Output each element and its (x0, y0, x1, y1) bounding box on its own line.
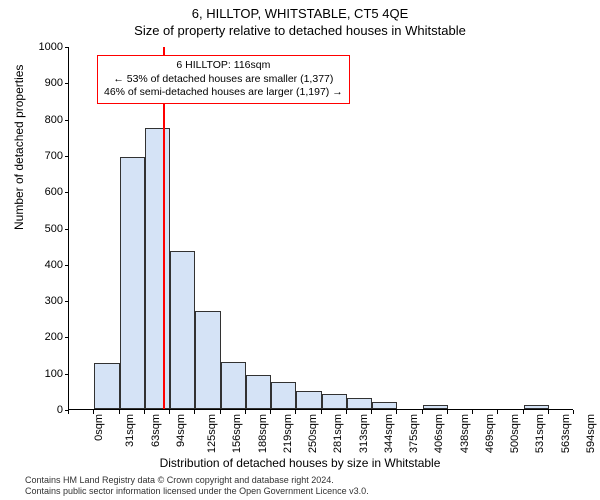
annotation-line: ← 53% of detached houses are smaller (1,… (104, 73, 343, 87)
x-tick-mark (573, 410, 574, 414)
x-tick-label: 313sqm (358, 414, 370, 453)
x-tick-mark (245, 410, 246, 414)
y-tick-mark (65, 374, 69, 375)
x-tick-mark (144, 410, 145, 414)
x-tick-label: 219sqm (282, 414, 294, 453)
x-axis-label: Distribution of detached houses by size … (0, 456, 600, 470)
x-tick-label: 31sqm (124, 414, 136, 447)
x-tick-mark (447, 410, 448, 414)
y-tick-label: 200 (28, 331, 63, 343)
y-tick-mark (65, 120, 69, 121)
x-tick-label: 94sqm (175, 414, 187, 447)
histogram-bar (145, 128, 170, 409)
y-tick-label: 700 (28, 150, 63, 162)
x-tick-label: 406sqm (433, 414, 445, 453)
histogram-bar (296, 391, 321, 409)
y-tick-label: 900 (28, 77, 63, 89)
y-axis-label: Number of detached properties (12, 65, 26, 230)
x-tick-label: 500sqm (509, 414, 521, 453)
x-tick-mark (523, 410, 524, 414)
y-tick-label: 0 (28, 404, 63, 416)
footer-attribution: Contains HM Land Registry data © Crown c… (25, 475, 369, 498)
property-annotation-box: 6 HILLTOP: 116sqm← 53% of detached house… (97, 55, 350, 104)
x-tick-label: 344sqm (383, 414, 395, 453)
x-tick-label: 250sqm (307, 414, 319, 453)
histogram-bar (170, 251, 195, 409)
x-tick-mark (93, 410, 94, 414)
histogram-bar (94, 363, 119, 409)
x-tick-mark (497, 410, 498, 414)
y-tick-mark (65, 83, 69, 84)
x-tick-label: 281sqm (332, 414, 344, 453)
histogram-bar (524, 405, 549, 409)
x-tick-mark (295, 410, 296, 414)
x-tick-mark (422, 410, 423, 414)
x-tick-label: 125sqm (206, 414, 218, 453)
y-tick-label: 400 (28, 259, 63, 271)
x-tick-label: 531sqm (534, 414, 546, 453)
histogram-plot: 6 HILLTOP: 116sqm← 53% of detached house… (68, 47, 573, 410)
histogram-bar (372, 402, 397, 409)
y-tick-mark (65, 192, 69, 193)
x-tick-mark (220, 410, 221, 414)
y-tick-label: 300 (28, 295, 63, 307)
histogram-bar (423, 405, 448, 409)
annotation-line: 6 HILLTOP: 116sqm (104, 59, 343, 73)
y-tick-mark (65, 47, 69, 48)
x-tick-mark (119, 410, 120, 414)
x-tick-mark (169, 410, 170, 414)
x-tick-label: 0sqm (93, 414, 105, 441)
title-subtitle: Size of property relative to detached ho… (0, 23, 600, 38)
y-tick-mark (65, 265, 69, 266)
chart-title-block: 6, HILLTOP, WHITSTABLE, CT5 4QE Size of … (0, 0, 600, 38)
chart-plot-area: 6 HILLTOP: 116sqm← 53% of detached house… (68, 47, 573, 410)
x-tick-mark (194, 410, 195, 414)
y-tick-label: 500 (28, 223, 63, 235)
x-tick-label: 563sqm (560, 414, 572, 453)
y-tick-mark (65, 337, 69, 338)
x-tick-mark (321, 410, 322, 414)
histogram-bar (120, 157, 145, 409)
histogram-bar (195, 311, 220, 409)
annotation-line: 46% of semi-detached houses are larger (… (104, 86, 343, 100)
y-tick-label: 100 (28, 368, 63, 380)
x-tick-mark (346, 410, 347, 414)
y-tick-mark (65, 156, 69, 157)
x-tick-mark (68, 410, 69, 414)
x-tick-mark (548, 410, 549, 414)
x-tick-mark (472, 410, 473, 414)
title-address: 6, HILLTOP, WHITSTABLE, CT5 4QE (0, 6, 600, 21)
histogram-bar (221, 362, 246, 409)
histogram-bar (246, 375, 271, 409)
x-tick-label: 438sqm (459, 414, 471, 453)
y-tick-label: 1000 (28, 41, 63, 53)
y-tick-label: 600 (28, 186, 63, 198)
histogram-bar (347, 398, 372, 409)
x-tick-label: 375sqm (408, 414, 420, 453)
footer-line1: Contains HM Land Registry data © Crown c… (25, 475, 369, 486)
x-tick-label: 594sqm (585, 414, 597, 453)
y-tick-mark (65, 301, 69, 302)
x-tick-mark (396, 410, 397, 414)
x-tick-label: 469sqm (484, 414, 496, 453)
x-tick-label: 188sqm (257, 414, 269, 453)
y-tick-label: 800 (28, 114, 63, 126)
x-tick-mark (371, 410, 372, 414)
x-tick-mark (270, 410, 271, 414)
footer-line2: Contains public sector information licen… (25, 486, 369, 497)
y-tick-mark (65, 229, 69, 230)
x-tick-label: 63sqm (150, 414, 162, 447)
histogram-bar (322, 394, 347, 409)
x-tick-label: 156sqm (231, 414, 243, 453)
histogram-bar (271, 382, 296, 409)
